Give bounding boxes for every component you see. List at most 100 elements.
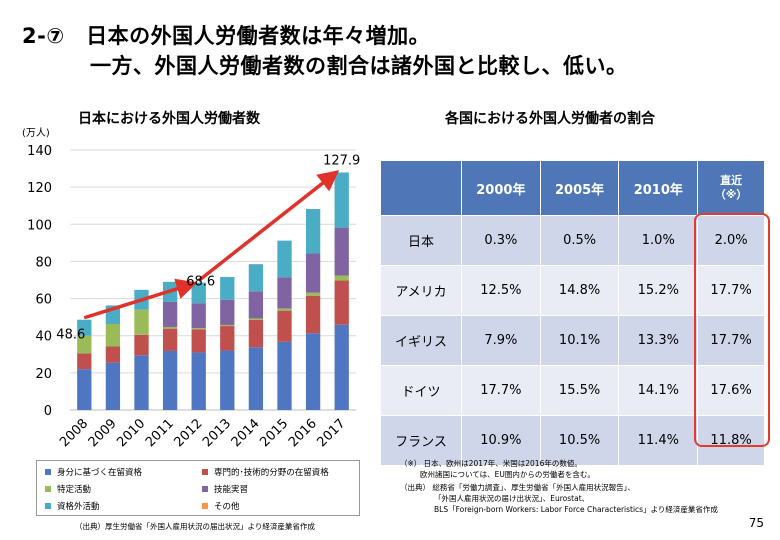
table-source: （出典） 総務省「労働力調査」、厚生労働省「外国人雇用状況報告」、 — [400, 483, 635, 492]
x-tick-label: 2012 — [172, 416, 206, 450]
legend-label: その他 — [214, 502, 240, 512]
y-tick-label: 120 — [27, 181, 52, 196]
bar-segment — [277, 308, 292, 311]
table-row: フランス 10.9% 10.5% 11.4% 11.8% — [380, 415, 765, 466]
slide-title-line2: 一方、外国人労働者数の割合は諸外国と比較し、低い。 — [90, 54, 628, 78]
country-cell: イギリス — [380, 315, 462, 366]
bar-segment — [191, 303, 206, 329]
bar-segment — [220, 324, 235, 327]
bar-segment — [162, 326, 178, 329]
x-tick-label: 2014 — [229, 416, 263, 450]
legend-swatch — [45, 469, 51, 475]
bar-segment — [162, 350, 178, 410]
table-header-cell — [380, 160, 462, 216]
bar-segment — [334, 172, 349, 228]
x-tick-label: 2016 — [286, 416, 320, 450]
bar-segment — [77, 369, 92, 410]
legend-item: 身分に基づく在留資格 — [45, 466, 142, 478]
legend-swatch — [202, 469, 208, 475]
bar-segment — [277, 341, 292, 410]
country-cell: フランス — [380, 415, 462, 466]
legend-swatch — [202, 503, 208, 509]
x-tick-label: 2011 — [143, 416, 177, 450]
table-cell: 0.3% — [461, 215, 541, 266]
x-tick-label: 2010 — [114, 416, 148, 450]
chart-title: 日本における外国人労働者数 — [78, 111, 260, 127]
table-cell: 13.3% — [618, 315, 699, 366]
table-row: イギリス 7.9% 10.1% 13.3% 17.7% — [380, 315, 765, 366]
legend-swatch — [45, 486, 51, 492]
data-label: 127.9 — [323, 153, 360, 168]
table-header-row: 2000年 2005年 2010年 直近 （※） — [380, 160, 765, 216]
table-cell: 12.5% — [461, 265, 541, 316]
bar-segment — [220, 277, 235, 300]
legend-label: 特定活動 — [57, 485, 92, 495]
bar-segment — [105, 362, 121, 410]
table-header-cell: 2000年 — [461, 160, 541, 216]
bar-segment — [248, 264, 264, 292]
latest-column-highlight — [694, 213, 770, 447]
y-tick-label: 60 — [35, 293, 52, 308]
table-cell: 17.7% — [697, 315, 765, 366]
bar-segment — [105, 346, 121, 363]
bar-segment — [248, 347, 264, 410]
table-cell: 15.5% — [539, 365, 620, 416]
table-header-cell: 直近 （※） — [697, 160, 765, 216]
table-source: 「外国人雇用状況の届け出状況」、Eurostat、 — [434, 494, 590, 503]
legend-label: 専門的･技術的分野の在留資格 — [214, 468, 329, 478]
table-cell: 14.8% — [539, 265, 620, 316]
table-title: 各国における外国人労働者の割合 — [445, 111, 655, 127]
table-cell: 1.0% — [618, 215, 699, 266]
y-tick-label: 80 — [35, 255, 52, 270]
bar-segment — [191, 328, 206, 330]
comparison-table: 2000年 2005年 2010年 直近 （※） 日本 0.3% 0.5% 1.… — [380, 160, 765, 466]
bar-segment — [220, 299, 235, 325]
bar-segment — [77, 319, 92, 336]
table-cell: 10.1% — [539, 315, 620, 366]
bar-segment — [134, 355, 149, 410]
legend-swatch — [45, 503, 51, 509]
bar-segment — [248, 291, 264, 319]
data-label: 48.6 — [56, 328, 85, 343]
bar-segment — [162, 301, 178, 327]
x-tick-label: 2009 — [86, 416, 120, 450]
bar-segment — [305, 333, 321, 410]
table-header-cell: 2010年 — [618, 160, 699, 216]
bar-segment — [334, 324, 349, 410]
x-tick-label: 2015 — [257, 416, 291, 450]
chart-source: （出典）厚生労働省「外国人雇用状況の届出状況」より経済産業省作成 — [75, 522, 315, 531]
legend-swatch — [202, 486, 208, 492]
bar-segment — [277, 240, 292, 278]
bar-segment — [334, 280, 349, 325]
table-note: 欧州諸国については、EU圏内からの労働者を含む。 — [420, 470, 595, 479]
y-tick-label: 20 — [35, 367, 52, 382]
page-number: 75 — [748, 516, 764, 530]
growth-arrow — [83, 278, 198, 320]
legend-item: 特定活動 — [45, 483, 91, 495]
bar-segment — [77, 335, 92, 354]
table-row: 日本 0.3% 0.5% 1.0% 2.0% — [380, 215, 765, 266]
x-tick-label: 2013 — [200, 416, 234, 450]
bar-segment — [105, 324, 121, 347]
bar-segment — [134, 334, 149, 356]
table-cell: 17.6% — [697, 365, 765, 416]
bar-segment — [134, 309, 149, 335]
table-source: BLS「Foreign-born Workers: Labor Force Ch… — [434, 505, 718, 514]
x-tick-label: 2017 — [315, 416, 349, 450]
country-cell: ドイツ — [380, 365, 462, 416]
bar-segment — [305, 253, 321, 293]
data-label: 68.6 — [186, 275, 215, 290]
bar-segment — [191, 352, 206, 410]
legend-label: 身分に基づく在留資格 — [57, 468, 143, 478]
table-header-cell: 2005年 — [539, 160, 620, 216]
country-cell: アメリカ — [380, 265, 462, 316]
table-cell: 7.9% — [461, 315, 541, 366]
table-cell: 14.1% — [618, 365, 699, 416]
y-axis-unit: (万人) — [22, 127, 50, 139]
bar-segment — [77, 353, 92, 370]
bar-segment — [334, 275, 349, 281]
table-cell: 10.5% — [539, 415, 620, 466]
bar-segment — [220, 326, 235, 351]
table-cell: 17.7% — [697, 265, 765, 316]
y-tick-label: 0 — [44, 404, 52, 419]
